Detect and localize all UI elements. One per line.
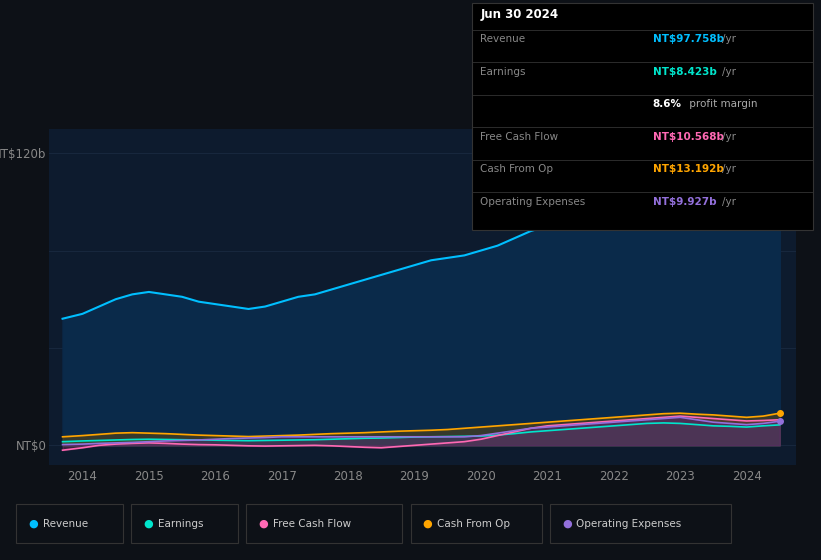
- Text: Earnings: Earnings: [480, 67, 525, 77]
- Text: profit margin: profit margin: [686, 99, 757, 109]
- Text: Jun 30 2024: Jun 30 2024: [480, 8, 558, 21]
- Text: NT$10.568b: NT$10.568b: [653, 132, 723, 142]
- Text: NT$13.192b: NT$13.192b: [653, 164, 723, 174]
- Text: /yr: /yr: [722, 164, 736, 174]
- Text: NT$97.758b: NT$97.758b: [653, 34, 724, 44]
- Text: ●: ●: [259, 519, 268, 529]
- Text: Free Cash Flow: Free Cash Flow: [480, 132, 558, 142]
- Text: /yr: /yr: [722, 67, 736, 77]
- Text: Cash From Op: Cash From Op: [480, 164, 553, 174]
- Text: Revenue: Revenue: [43, 519, 88, 529]
- Text: Operating Expenses: Operating Expenses: [480, 197, 585, 207]
- Text: ●: ●: [29, 519, 39, 529]
- Text: ●: ●: [562, 519, 572, 529]
- Text: /yr: /yr: [722, 34, 736, 44]
- Text: Operating Expenses: Operating Expenses: [576, 519, 681, 529]
- Text: Cash From Op: Cash From Op: [437, 519, 510, 529]
- Text: Free Cash Flow: Free Cash Flow: [273, 519, 351, 529]
- Text: NT$9.927b: NT$9.927b: [653, 197, 716, 207]
- Text: ●: ●: [423, 519, 433, 529]
- Text: /yr: /yr: [722, 197, 736, 207]
- Text: Earnings: Earnings: [158, 519, 203, 529]
- Text: Revenue: Revenue: [480, 34, 525, 44]
- Text: ●: ●: [144, 519, 154, 529]
- Text: NT$8.423b: NT$8.423b: [653, 67, 717, 77]
- Text: 8.6%: 8.6%: [653, 99, 681, 109]
- Text: /yr: /yr: [722, 132, 736, 142]
